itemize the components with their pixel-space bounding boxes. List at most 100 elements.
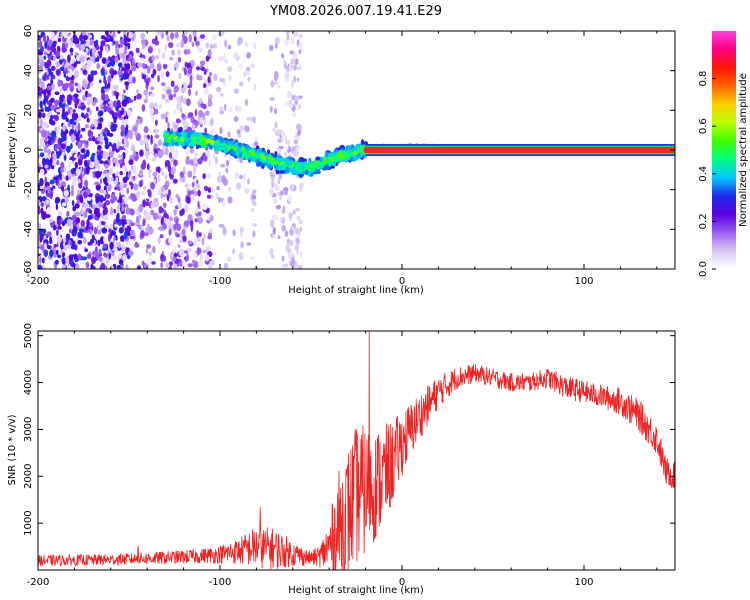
noise-blob bbox=[209, 71, 212, 77]
noise-blob bbox=[240, 241, 245, 249]
noise-blob bbox=[272, 226, 276, 235]
noise-blob bbox=[165, 263, 169, 268]
noise-blob bbox=[126, 247, 130, 253]
noise-blob bbox=[104, 144, 109, 150]
noise-blob bbox=[73, 154, 78, 159]
noise-blob bbox=[96, 171, 100, 179]
noise-blob bbox=[227, 196, 233, 204]
noise-blob bbox=[129, 208, 134, 216]
noise-blob bbox=[159, 104, 162, 109]
noise-blob bbox=[151, 38, 156, 45]
colorbar-tick-label: 0.4 bbox=[698, 166, 709, 182]
noise-blob bbox=[71, 112, 77, 121]
noise-blob bbox=[175, 118, 181, 124]
noise-blob bbox=[55, 50, 60, 58]
noise-blob bbox=[84, 211, 88, 218]
noise-blob bbox=[123, 34, 127, 43]
noise-blob bbox=[85, 123, 89, 129]
noise-blob bbox=[176, 49, 182, 56]
noise-blob bbox=[180, 39, 185, 48]
ridge-blob bbox=[205, 138, 212, 144]
colorbar-tick-label: 0.2 bbox=[698, 213, 709, 229]
noise-blob bbox=[190, 59, 195, 68]
noise-blob bbox=[160, 186, 165, 193]
ridge-blob bbox=[338, 152, 344, 159]
noise-blob bbox=[128, 53, 133, 60]
noise-blob bbox=[99, 117, 104, 123]
noise-blob bbox=[101, 57, 107, 64]
noise-blob bbox=[165, 111, 169, 116]
noise-blob bbox=[147, 212, 152, 221]
ridge-blob bbox=[195, 138, 200, 144]
noise-blob bbox=[178, 72, 182, 80]
ridge-blob bbox=[334, 157, 341, 163]
noise-blob bbox=[103, 236, 108, 244]
noise-blob bbox=[238, 174, 243, 180]
noise-blob bbox=[113, 40, 116, 45]
ridge-blob bbox=[353, 151, 359, 155]
noise-blob bbox=[184, 31, 189, 35]
noise-blob bbox=[38, 223, 42, 231]
noise-blob bbox=[202, 173, 206, 180]
noise-blob bbox=[167, 189, 172, 197]
noise-blob bbox=[158, 186, 162, 195]
noise-blob bbox=[95, 45, 100, 51]
noise-blob bbox=[60, 161, 65, 169]
noise-blob bbox=[149, 93, 155, 98]
noise-blob bbox=[38, 34, 41, 41]
noise-blob bbox=[69, 33, 73, 39]
noise-blob bbox=[116, 213, 120, 219]
noise-blob bbox=[208, 228, 213, 233]
noise-blob bbox=[216, 86, 222, 93]
noise-blob bbox=[119, 171, 123, 176]
noise-blob bbox=[165, 218, 171, 227]
noise-blob bbox=[66, 145, 71, 153]
noise-blob bbox=[119, 110, 124, 115]
noise-blob bbox=[191, 259, 196, 264]
noise-blob bbox=[53, 176, 58, 181]
noise-blob bbox=[65, 175, 69, 181]
noise-blob bbox=[179, 171, 184, 178]
noise-blob bbox=[138, 204, 144, 213]
noise-blob bbox=[277, 138, 283, 144]
noise-blob bbox=[119, 196, 123, 204]
noise-blob bbox=[83, 191, 88, 199]
noise-blob bbox=[121, 93, 125, 101]
noise-blob bbox=[188, 88, 191, 97]
noise-blob bbox=[123, 231, 128, 240]
noise-blob bbox=[243, 173, 246, 182]
noise-blob bbox=[123, 59, 127, 64]
noise-blob bbox=[107, 107, 112, 112]
noise-blob bbox=[225, 159, 230, 167]
noise-blob bbox=[144, 201, 150, 206]
noise-blob bbox=[297, 129, 301, 136]
noise-blob bbox=[228, 74, 232, 82]
noise-blob bbox=[147, 172, 152, 179]
noise-blob bbox=[49, 136, 54, 141]
noise-blob bbox=[212, 34, 217, 40]
noise-blob bbox=[165, 31, 169, 36]
noise-blob bbox=[121, 254, 127, 263]
noise-blob bbox=[150, 107, 155, 115]
noise-blob bbox=[209, 44, 214, 49]
noise-blob bbox=[125, 63, 131, 71]
noise-blob bbox=[113, 112, 118, 117]
noise-blob bbox=[69, 128, 75, 134]
noise-blob bbox=[160, 171, 165, 176]
noise-blob bbox=[38, 58, 43, 65]
noise-blob bbox=[73, 93, 79, 98]
noise-blob bbox=[101, 227, 108, 234]
noise-blob bbox=[143, 209, 147, 217]
noise-blob bbox=[125, 147, 129, 156]
noise-blob bbox=[38, 228, 43, 236]
noise-blob bbox=[100, 68, 106, 72]
noise-blob bbox=[156, 63, 162, 72]
ridge-blob bbox=[210, 139, 215, 145]
noise-blob bbox=[114, 186, 119, 191]
noise-blob bbox=[132, 165, 137, 175]
noise-blob bbox=[139, 139, 144, 146]
noise-blob bbox=[84, 179, 89, 188]
noise-blob bbox=[38, 208, 41, 215]
noise-blob bbox=[50, 78, 54, 85]
noise-blob bbox=[204, 127, 208, 134]
